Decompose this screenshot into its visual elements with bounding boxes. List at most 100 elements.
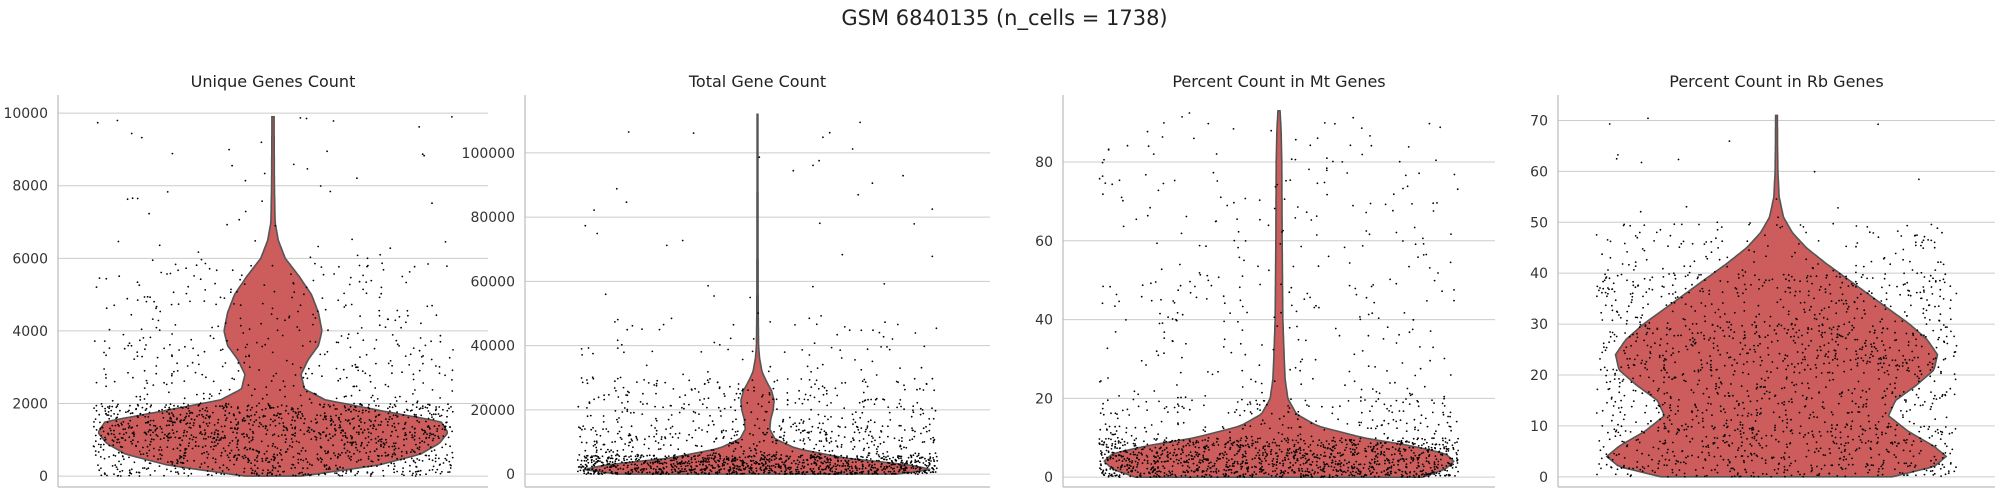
data-point <box>294 419 296 422</box>
data-point <box>391 445 394 448</box>
data-point <box>446 415 448 418</box>
data-point <box>1326 157 1328 160</box>
data-point <box>442 408 444 411</box>
data-point <box>1304 452 1307 455</box>
data-point <box>393 452 396 454</box>
data-point <box>1217 444 1220 446</box>
data-point <box>147 416 150 418</box>
data-point <box>1339 455 1342 457</box>
data-point <box>338 424 341 427</box>
data-point <box>1422 473 1424 475</box>
data-point <box>596 232 599 235</box>
data-point <box>206 451 208 453</box>
data-point <box>768 458 771 460</box>
data-point <box>291 441 294 443</box>
data-point <box>681 239 684 242</box>
data-point <box>708 463 711 466</box>
data-point <box>1267 224 1270 227</box>
data-point <box>119 409 121 412</box>
data-point <box>1371 419 1374 421</box>
data-point <box>867 398 869 401</box>
data-point <box>1384 473 1387 476</box>
data-point <box>261 472 264 475</box>
data-point <box>655 382 658 385</box>
data-point <box>795 468 797 471</box>
data-point <box>646 471 648 474</box>
data-point <box>1349 144 1352 147</box>
data-point <box>382 268 385 271</box>
data-point <box>1181 116 1183 118</box>
data-point <box>176 471 179 473</box>
data-point <box>872 437 874 439</box>
data-point <box>345 470 348 472</box>
data-point <box>931 467 934 469</box>
data-point <box>1373 468 1375 471</box>
data-point <box>1353 353 1356 356</box>
data-point <box>789 468 791 471</box>
data-point <box>812 451 814 453</box>
data-point <box>356 472 359 475</box>
data-point <box>785 441 788 443</box>
data-point <box>773 458 776 461</box>
data-point <box>1395 342 1398 344</box>
data-point <box>408 364 411 366</box>
data-point <box>113 304 116 307</box>
data-point <box>145 468 148 470</box>
data-point <box>1402 240 1404 242</box>
data-point <box>588 468 590 471</box>
data-point <box>1383 419 1386 422</box>
data-point <box>314 418 317 421</box>
data-point <box>601 455 604 458</box>
data-point <box>333 452 335 454</box>
data-point <box>181 466 184 469</box>
data-point <box>1414 442 1416 445</box>
data-point <box>201 413 203 416</box>
data-point <box>241 418 244 421</box>
data-point <box>1271 441 1274 444</box>
data-point <box>163 347 166 350</box>
data-point <box>648 454 651 457</box>
data-point <box>1283 415 1285 418</box>
data-point <box>1112 433 1115 436</box>
data-point <box>694 444 697 447</box>
data-point <box>122 421 125 423</box>
data-point <box>170 460 172 463</box>
data-point <box>332 404 335 407</box>
data-point <box>1261 469 1264 471</box>
data-point <box>145 300 148 303</box>
data-point <box>825 468 827 470</box>
data-point <box>378 324 381 327</box>
data-point <box>425 420 427 423</box>
data-point <box>161 431 164 434</box>
data-point <box>1425 472 1427 474</box>
data-point <box>192 424 195 427</box>
data-point <box>1380 424 1383 427</box>
data-point <box>451 456 454 459</box>
data-point <box>1106 347 1109 350</box>
data-point <box>1373 462 1376 464</box>
data-point <box>885 456 887 458</box>
data-point <box>931 407 933 410</box>
data-point <box>288 444 291 447</box>
data-point <box>203 300 206 302</box>
data-point <box>265 450 268 453</box>
data-point <box>810 463 813 465</box>
data-point <box>913 377 916 380</box>
data-point <box>714 455 716 457</box>
data-point <box>1186 465 1189 468</box>
data-point <box>1172 340 1174 343</box>
data-point <box>688 462 691 465</box>
data-point <box>1304 399 1307 402</box>
data-point <box>307 367 310 370</box>
data-point <box>614 460 617 463</box>
data-point <box>280 413 282 415</box>
data-point <box>619 376 622 379</box>
data-point <box>1127 471 1130 474</box>
data-point <box>894 463 896 466</box>
data-point <box>183 472 186 474</box>
data-point <box>1157 189 1160 192</box>
data-point <box>1173 460 1175 463</box>
data-point <box>115 466 118 468</box>
data-point <box>123 347 126 350</box>
data-point <box>94 440 97 443</box>
